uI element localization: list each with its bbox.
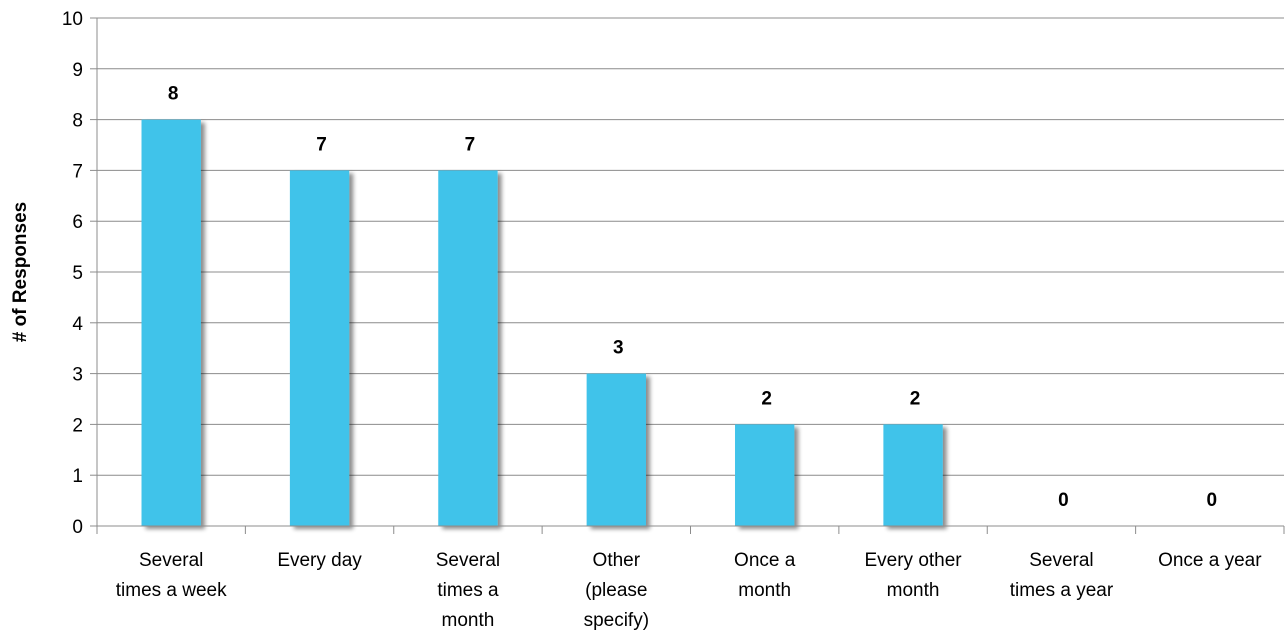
bar: [289, 170, 350, 526]
data-label: 2: [910, 388, 921, 409]
bar: [586, 373, 646, 526]
y-tick-label: 10: [62, 9, 83, 30]
data-label: 2: [761, 388, 772, 409]
y-tick-label: 1: [72, 466, 83, 487]
data-label: 8: [168, 84, 179, 105]
axes: [90, 17, 1285, 534]
category-label: Once a month: [734, 550, 796, 601]
y-tick-label: 3: [72, 365, 83, 386]
y-tick-label: 0: [72, 517, 83, 538]
data-label: 0: [1207, 490, 1218, 511]
y-tick-label: 5: [72, 263, 83, 284]
y-axis-title: # of Responses: [10, 202, 31, 342]
y-tick-label: 6: [72, 212, 83, 233]
category-label: Several times a week: [116, 550, 227, 601]
labels: 0 1 2 3 4 5 6 7 8 9 10 8 Several times a week 7 Every d…: [62, 9, 1262, 631]
data-label: 0: [1058, 490, 1069, 511]
category-label: Once a year: [1158, 550, 1262, 571]
gridlines: [97, 17, 1284, 476]
y-tick-label: 7: [72, 161, 83, 182]
y-tick-label: 4: [72, 314, 83, 335]
bar: [735, 424, 795, 526]
y-tick-label: 2: [72, 415, 83, 436]
category-label: Every other month: [864, 550, 962, 601]
bar: [438, 170, 498, 526]
data-label: 7: [316, 134, 327, 155]
category-label: Several times a month: [436, 550, 500, 631]
category-label: Other (please specify): [584, 550, 649, 631]
category-label: Several times a year: [1010, 550, 1114, 601]
category-label: Every day: [277, 550, 362, 571]
y-tick-label: 8: [72, 111, 83, 132]
data-label: 7: [465, 134, 476, 155]
bars: [141, 119, 943, 526]
bar: [141, 119, 201, 526]
bar: [883, 424, 943, 526]
y-tick-label: 9: [72, 60, 83, 81]
data-label: 3: [613, 338, 624, 359]
